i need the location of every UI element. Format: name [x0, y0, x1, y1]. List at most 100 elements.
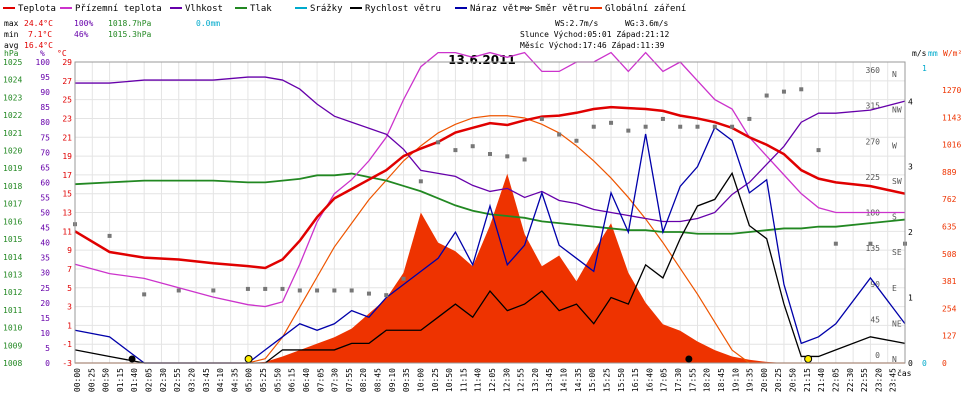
pct-tick: 70 — [40, 148, 50, 157]
time-tick: 01:15 — [116, 368, 125, 392]
hpa-axis-title: hPa — [4, 49, 19, 58]
hpa-tick: 1021 — [3, 129, 22, 138]
temp-tick: 5 — [67, 284, 72, 293]
max-hum: 100% — [74, 19, 93, 28]
time-tick: 20:00 — [760, 368, 769, 392]
time-tick: 02:30 — [159, 368, 168, 392]
temp-tick: 25 — [62, 96, 72, 105]
hpa-tick: 1020 — [3, 147, 22, 156]
max-label: max — [4, 19, 19, 28]
time-tick: 16:15 — [631, 368, 640, 392]
wind-direction-point — [332, 288, 337, 293]
sunrise-marker — [244, 355, 253, 363]
time-tick: 09:10 — [388, 368, 397, 392]
time-tick: 19:35 — [746, 368, 755, 392]
max-rain: 0.0mm — [196, 19, 220, 28]
time-tick: 23:45 — [889, 368, 898, 392]
time-tick: 17:55 — [688, 368, 697, 392]
wm2-tick: 508 — [942, 250, 957, 259]
wind-direction-point — [695, 124, 700, 129]
time-tick: 07:30 — [331, 368, 340, 392]
mm-tick: 0 — [922, 359, 927, 368]
hpa-tick: 1014 — [3, 253, 22, 262]
ms-tick: 4 — [908, 97, 913, 106]
pct-tick: 0 — [45, 359, 50, 368]
legend-label: Náraz větru — [470, 4, 530, 14]
ms-tick: 3 — [908, 163, 913, 172]
avg-label: avg — [4, 41, 19, 50]
wind-direction-point — [263, 286, 268, 291]
dir-label: SE — [892, 248, 902, 257]
time-tick: 08:45 — [374, 368, 383, 392]
wind-direction-point — [522, 157, 527, 162]
temp-tick: 27 — [62, 77, 72, 86]
time-tick: 12:55 — [517, 368, 526, 392]
hpa-tick: 1013 — [3, 270, 22, 279]
wind-direction-point — [401, 276, 406, 281]
temp-tick: 15 — [62, 190, 72, 199]
time-tick: 17:30 — [674, 368, 683, 392]
sunset-marker — [804, 355, 813, 363]
time-tick: 18:45 — [717, 368, 726, 392]
wm2-tick: 381 — [942, 277, 957, 286]
dir-tick: 315 — [866, 102, 881, 111]
time-tick: 22:55 — [860, 368, 869, 392]
hpa-tick: 1011 — [3, 306, 22, 315]
wind-direction-point — [730, 124, 735, 129]
time-tick: 06:15 — [288, 368, 297, 392]
series-line — [74, 172, 906, 235]
time-tick: 03:20 — [187, 368, 196, 392]
wind-direction-point — [626, 128, 631, 133]
wind-direction-point — [557, 132, 562, 137]
pct-tick: 5 — [45, 344, 50, 353]
min-hum: 46% — [74, 30, 89, 39]
time-tick: 15:50 — [617, 368, 626, 392]
series-line — [74, 51, 905, 308]
pct-tick: 90 — [40, 88, 50, 97]
wind-direction-point — [609, 120, 614, 125]
pct-tick: 55 — [40, 193, 50, 202]
pct-tick: 50 — [40, 209, 50, 218]
chart-title: 13.6.2011 — [448, 53, 516, 67]
moon-times: Měsíc Východ:17:46 Západ:11:39 — [520, 41, 665, 50]
wm2-tick: 635 — [942, 222, 957, 231]
legend-label: Tlak — [250, 4, 272, 14]
ms-axis-title: m/s — [912, 49, 927, 58]
temp-tick: 23 — [62, 114, 72, 123]
time-tick: 04:10 — [216, 368, 225, 392]
pct-tick: 65 — [40, 163, 50, 172]
wind-direction-point — [142, 292, 147, 297]
wm2-tick: 254 — [942, 304, 957, 313]
time-tick: 21:15 — [803, 368, 812, 392]
time-tick: 20:25 — [774, 368, 783, 392]
mm-tick: 1 — [922, 64, 927, 73]
time-tick: 21:40 — [817, 368, 826, 392]
hpa-tick: 1018 — [3, 182, 22, 191]
series-radiation-area — [75, 173, 905, 363]
legend-label: Směr větru — [535, 4, 589, 14]
pct-tick: 75 — [40, 133, 50, 142]
wind-direction-point — [833, 241, 838, 246]
wind-direction-point — [176, 288, 181, 293]
wind-direction-point — [366, 291, 371, 296]
time-tick: 11:15 — [459, 368, 468, 392]
temp-axis-title: °C — [57, 49, 67, 58]
time-tick: 10:25 — [431, 368, 440, 392]
dir-label: E — [892, 284, 897, 293]
ms-tick: 0 — [908, 359, 913, 368]
time-tick: 07:05 — [316, 368, 325, 392]
wind-direction-point — [418, 179, 423, 184]
dir-label: W — [892, 141, 897, 150]
wm2-tick: 127 — [942, 332, 957, 341]
hpa-tick: 1012 — [3, 288, 22, 297]
wind-direction-point — [868, 241, 873, 246]
hpa-tick: 1019 — [3, 164, 22, 173]
dir-label: N — [892, 70, 897, 79]
time-tick: 05:50 — [273, 368, 282, 392]
temp-tick: -1 — [62, 340, 72, 349]
dir-label: N — [892, 355, 897, 364]
temp-tick: 7 — [67, 265, 72, 274]
pct-tick: 15 — [40, 314, 50, 323]
dir-label: SW — [892, 177, 902, 186]
wind-direction-point — [107, 233, 112, 238]
